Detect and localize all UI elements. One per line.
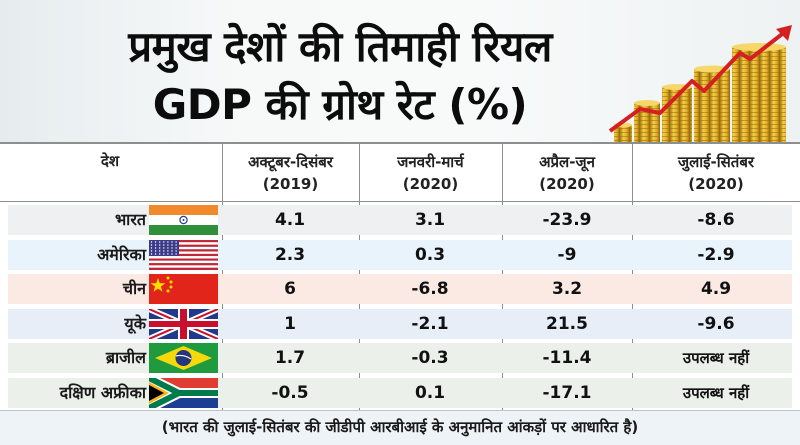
title-line-1: प्रमुख देशों की तिमाही रियल (128, 22, 552, 71)
column-header-year: (2020) (688, 175, 744, 193)
growth-value-cell: -2.1 (411, 313, 449, 334)
column-header-q2-2020: अप्रैल-जून (2020) (502, 144, 632, 202)
column-header-q3-2020: जुलाई-सितंबर (2020) (632, 144, 800, 202)
usa-flag-icon (149, 239, 218, 270)
title-line-2: GDP की ग्रोथ रेट (%) (152, 80, 528, 129)
column-header-q1-2020: जनवरी-मार्च (2020) (359, 144, 502, 202)
column-header-label: जुलाई-सितंबर (677, 153, 755, 171)
country-name: यूके (124, 313, 146, 333)
india-flag-icon (149, 205, 218, 235)
table-row: अमेरिका 2.3 0.3 -9 -2.9 (8, 239, 792, 270)
column-header-label: अप्रैल-जून (539, 153, 595, 171)
growth-value-cell: 3.2 (551, 279, 583, 299)
growth-value-cell: 1 (284, 313, 296, 334)
table-row: दक्षिण अफ्रीका -0.5 0.1 -17.1 उपलब्ध नहीं (8, 377, 792, 408)
table-header-row: देश अक्टूबर-दिसंबर (2019) जनवरी-मार्च (2… (0, 144, 800, 202)
table-row: यूके 1 -2.1 21.5 -9.6 (8, 308, 792, 339)
brazil-flag-icon (149, 343, 218, 373)
growth-value-cell: -6.8 (411, 279, 449, 299)
column-header-country: देश (60, 144, 160, 202)
column-header-year: (2020) (539, 175, 595, 193)
growth-value-cell: -8.6 (697, 210, 735, 230)
table-row: ब्राजील 1.7 -0.3 -11.4 उपलब्ध नहीं (8, 343, 792, 373)
column-header-label: देश (100, 152, 120, 170)
country-name: ब्राजील (105, 348, 146, 367)
growth-value-cell: 6 (284, 279, 296, 299)
growth-value-cell: उपलब्ध नहीं (682, 383, 750, 402)
column-header-q4-2019: अक्टूबर-दिसंबर (2019) (222, 144, 359, 202)
column-header-year: (2019) (262, 175, 319, 193)
country-name: भारत (114, 210, 146, 229)
growth-value-cell: 4.1 (274, 210, 306, 230)
gdp-growth-table: देश अक्टूबर-दिसंबर (2019) जनवरी-मार्च (2… (0, 142, 800, 412)
column-header-label: अक्टूबर-दिसंबर (248, 153, 333, 171)
growth-value-cell: 21.5 (546, 313, 588, 334)
country-name: अमेरिका (97, 244, 146, 264)
column-header-year: (2020) (402, 175, 459, 193)
table-row: भारत 4.1 3.1 -23.9 -8.6 (8, 205, 792, 235)
growth-value-cell: -9.6 (697, 313, 735, 334)
country-name: चीन (122, 279, 146, 298)
growth-value-cell: -17.1 (542, 382, 592, 403)
country-name: दक्षिण अफ्रीका (59, 382, 146, 402)
growth-value-cell: -0.5 (271, 382, 309, 403)
growth-value-cell: उपलब्ध नहीं (682, 349, 750, 367)
growth-value-cell: -0.3 (411, 348, 449, 368)
growth-value-cell: -2.9 (697, 244, 735, 265)
growth-value-cell: 0.1 (414, 382, 446, 403)
growth-value-cell: 4.9 (700, 279, 732, 299)
growth-value-cell: -9 (557, 244, 577, 265)
table-row: चीन 6 -6.8 3.2 4.9 (8, 274, 792, 304)
uk-flag-icon (149, 308, 218, 339)
growth-value-cell: 3.1 (414, 210, 446, 230)
footnote: (भारत की जुलाई-सितंबर की जीडीपी आरबीआई क… (0, 410, 800, 445)
page-title: प्रमुख देशों की तिमाही रियल GDP की ग्रोथ… (40, 18, 640, 134)
south-africa-flag-icon (149, 377, 218, 408)
gold-coins-rising-arrow-icon (608, 25, 792, 143)
growth-value-cell: 0.3 (414, 244, 446, 265)
growth-value-cell: -11.4 (542, 348, 592, 368)
header-banner: प्रमुख देशों की तिमाही रियल GDP की ग्रोथ… (0, 0, 800, 143)
growth-value-cell: 2.3 (274, 244, 306, 265)
growth-value-cell: 1.7 (274, 348, 306, 368)
column-header-label: जनवरी-मार्च (397, 153, 464, 171)
growth-value-cell: -23.9 (542, 210, 592, 230)
china-flag-icon (149, 274, 218, 304)
